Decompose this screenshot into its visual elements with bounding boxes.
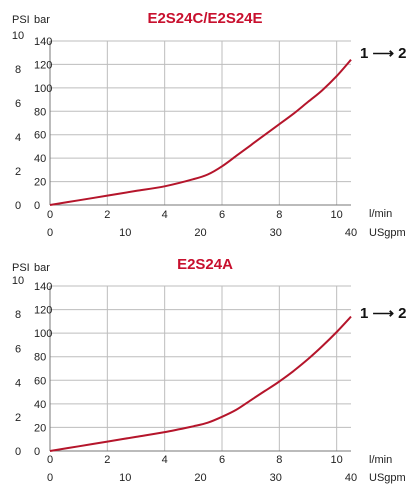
psi-axis-label: PSI bbox=[12, 262, 30, 274]
bar-tick-label: 6 bbox=[15, 98, 21, 110]
usgpm-tick-label: 30 bbox=[270, 472, 282, 484]
lmin-tick-label: 6 bbox=[219, 209, 225, 221]
bar-tick-label: 0 bbox=[15, 446, 21, 458]
psi-tick-label: 120 bbox=[34, 305, 52, 317]
lmin-tick-label: 8 bbox=[276, 209, 282, 221]
usgpm-tick-label: 40 bbox=[345, 472, 357, 484]
usgpm-tick-label: 10 bbox=[119, 227, 131, 239]
lmin-tick-label: 10 bbox=[331, 454, 343, 466]
usgpm-axis-label: USgpm bbox=[369, 472, 406, 484]
psi-tick-label: 20 bbox=[34, 177, 46, 189]
bar-tick-label: 10 bbox=[12, 275, 24, 287]
psi-tick-label: 60 bbox=[34, 375, 46, 387]
grid bbox=[49, 40, 351, 206]
bar-tick-label: 6 bbox=[15, 343, 21, 355]
chart-e2s24c-e2s24e: E2S24C/E2S24E PSI bar 140120100806040200… bbox=[12, 10, 407, 239]
psi-tick-label: 80 bbox=[34, 106, 46, 118]
pressure-curve bbox=[49, 315, 352, 452]
lmin-tick-label: 4 bbox=[162, 454, 168, 466]
psi-tick-label: 40 bbox=[34, 399, 46, 411]
lmin-tick-label: 6 bbox=[219, 454, 225, 466]
usgpm-tick-label: 30 bbox=[270, 227, 282, 239]
lmin-tick-label: 2 bbox=[104, 454, 110, 466]
psi-tick-label: 80 bbox=[34, 352, 46, 364]
usgpm-tick-label: 20 bbox=[194, 472, 206, 484]
pressure-curve bbox=[49, 59, 352, 206]
bar-tick-label: 0 bbox=[15, 200, 21, 212]
lmin-tick-label: 4 bbox=[162, 209, 168, 221]
bar-tick-label: 2 bbox=[15, 412, 21, 424]
psi-tick-label: 140 bbox=[34, 281, 52, 293]
psi-tick-label: 100 bbox=[34, 83, 52, 95]
lmin-tick-label: 2 bbox=[104, 209, 110, 221]
lmin-tick-label: 0 bbox=[47, 209, 53, 221]
bar-tick-label: 8 bbox=[15, 309, 21, 321]
psi-tick-label: 140 bbox=[34, 36, 52, 48]
usgpm-tick-label: 0 bbox=[47, 227, 53, 239]
psi-tick-label: 100 bbox=[34, 328, 52, 340]
usgpm-tick-label: 20 bbox=[194, 227, 206, 239]
usgpm-tick-label: 40 bbox=[345, 227, 357, 239]
psi-tick-label: 60 bbox=[34, 130, 46, 142]
chart-title: E2S24A bbox=[177, 256, 233, 273]
usgpm-tick-label: 10 bbox=[119, 472, 131, 484]
bar-tick-label: 4 bbox=[15, 378, 21, 390]
bar-tick-label: 2 bbox=[15, 166, 21, 178]
lmin-tick-label: 0 bbox=[47, 454, 53, 466]
bar-tick-label: 8 bbox=[15, 64, 21, 76]
psi-tick-label: 0 bbox=[34, 200, 40, 212]
bar-tick-label: 4 bbox=[15, 132, 21, 144]
bar-axis-label: bar bbox=[34, 262, 50, 274]
usgpm-tick-label: 0 bbox=[47, 472, 53, 484]
lmin-tick-label: 10 bbox=[331, 209, 343, 221]
chart-title: E2S24C/E2S24E bbox=[147, 10, 262, 27]
psi-tick-label: 40 bbox=[34, 153, 46, 165]
bar-tick-label: 10 bbox=[12, 30, 24, 42]
flow-direction-label: 1 ⟶ 2 bbox=[360, 305, 407, 322]
lmin-axis-label: l/min bbox=[369, 454, 392, 466]
psi-tick-label: 0 bbox=[34, 446, 40, 458]
grid bbox=[49, 285, 351, 452]
psi-axis-label: PSI bbox=[12, 14, 30, 26]
lmin-axis-label: l/min bbox=[369, 208, 392, 220]
bar-axis-label: bar bbox=[34, 14, 50, 26]
psi-tick-label: 120 bbox=[34, 59, 52, 71]
chart-e2s24a: E2S24A PSI bar 1401201008060402001086420… bbox=[12, 256, 407, 484]
psi-tick-label: 20 bbox=[34, 422, 46, 434]
lmin-tick-label: 8 bbox=[276, 454, 282, 466]
flow-direction-label: 1 ⟶ 2 bbox=[360, 45, 407, 62]
usgpm-axis-label: USgpm bbox=[369, 227, 406, 239]
